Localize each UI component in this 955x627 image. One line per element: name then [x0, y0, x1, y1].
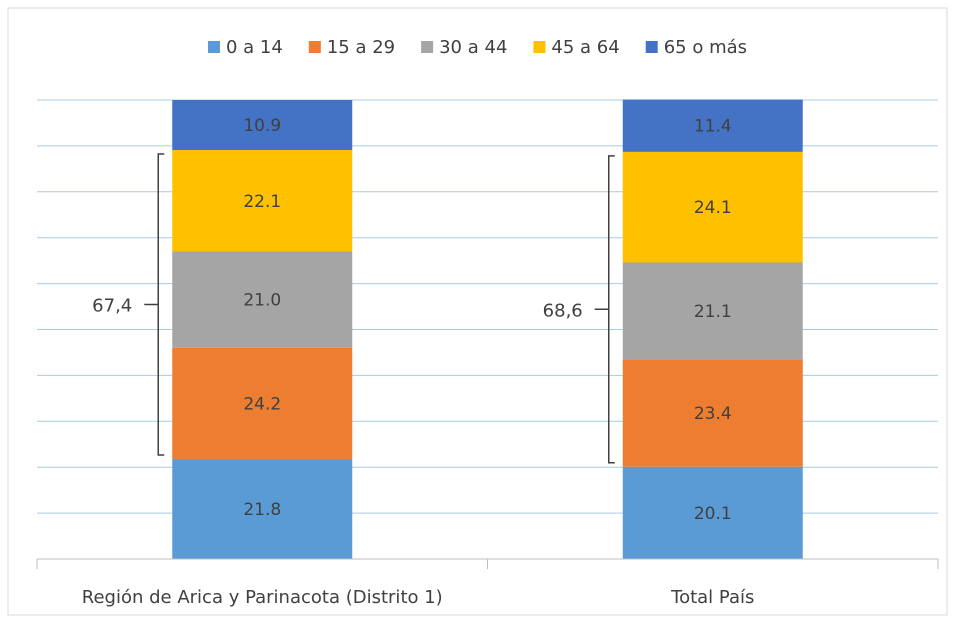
- x-tick-label: Región de Arica y Parinacota (Distrito 1…: [82, 587, 443, 608]
- bracket-label: 67,4: [92, 295, 132, 316]
- data-label: 24.1: [694, 198, 732, 218]
- legend-swatch: [421, 41, 434, 53]
- legend-swatch: [645, 41, 658, 53]
- legend-swatch: [533, 41, 546, 53]
- data-label: 20.1: [694, 504, 732, 524]
- bar-segment: [622, 99, 803, 152]
- legend-label: 30 a 44: [439, 37, 507, 58]
- data-label: 21.0: [243, 291, 281, 311]
- data-label: 22.1: [243, 192, 281, 212]
- data-label: 10.9: [243, 116, 281, 136]
- bar-segment: [172, 251, 353, 348]
- chart-frame: [7, 7, 948, 616]
- bracket: [144, 153, 165, 456]
- data-label: 24.2: [243, 394, 281, 414]
- data-label: 11.4: [694, 117, 732, 137]
- legend-swatch: [207, 41, 220, 53]
- data-label: 21.8: [243, 500, 281, 520]
- legend-label: 45 a 64: [551, 37, 619, 58]
- bar-segment: [622, 466, 803, 559]
- bar-segment: [172, 458, 353, 559]
- bar-segment: [172, 150, 353, 252]
- bracket: [594, 155, 615, 464]
- legend-swatch: [308, 41, 321, 53]
- data-label: 23.4: [694, 404, 732, 424]
- bar-segment: [622, 262, 803, 360]
- bar-segment: [622, 151, 803, 263]
- legend-label: 15 a 29: [327, 37, 395, 58]
- bracket-label: 68,6: [543, 300, 583, 321]
- bar-segment: [172, 347, 353, 459]
- legend-label: 0 a 14: [226, 37, 283, 58]
- bar-segment: [172, 100, 353, 151]
- bar-segment: [622, 359, 803, 467]
- x-tick-label: Total País: [670, 587, 754, 608]
- data-label: 21.1: [694, 302, 732, 322]
- legend-label: 65 o más: [664, 37, 747, 58]
